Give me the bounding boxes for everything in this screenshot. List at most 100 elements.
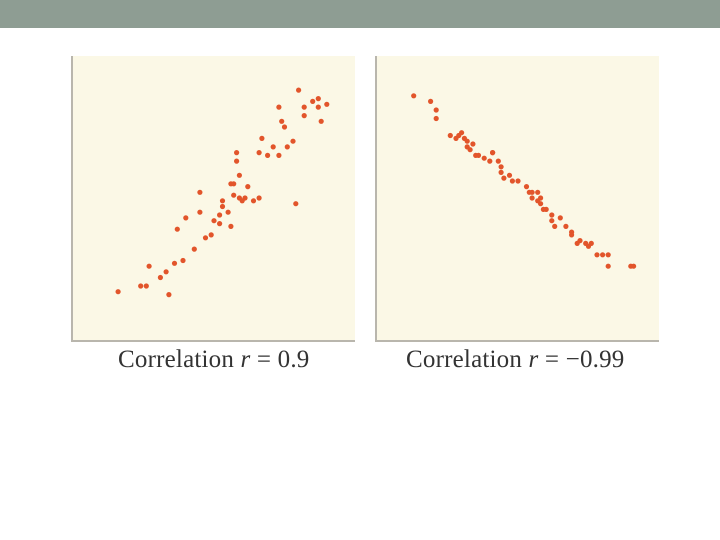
caption-r-symbol: r: [240, 346, 251, 373]
data-point-negative-1: [411, 93, 417, 99]
data-point-negative-15: [475, 152, 482, 158]
data-point-negative-39: [552, 223, 558, 229]
data-point-positive-35: [256, 195, 262, 201]
data-point-negative-22: [498, 169, 504, 175]
data-point-negative-27: [523, 184, 530, 190]
caption-r-value: = 0.9: [250, 346, 310, 373]
data-point-positive-5: [157, 274, 163, 281]
data-point-negative-49: [594, 252, 600, 258]
data-point-negative-8: [459, 130, 465, 136]
data-point-positive-16: [208, 232, 214, 238]
scatter-plot-negative-canvas: [411, 93, 637, 269]
data-point-positive-10: [180, 257, 186, 264]
data-point-negative-30: [529, 195, 535, 201]
scatter-plot-positive: [71, 56, 355, 342]
data-point-negative-21: [498, 164, 504, 170]
data-point-positive-12: [191, 246, 197, 252]
data-point-positive-25: [231, 181, 237, 187]
caption-r-symbol: r: [528, 346, 539, 373]
data-point-positive-27: [234, 158, 240, 164]
data-point-positive-17: [211, 218, 217, 224]
data-point-positive-42: [279, 118, 285, 124]
data-point-negative-38: [549, 212, 555, 218]
data-point-positive-26: [231, 192, 237, 198]
caption-prefix: Correlation: [118, 346, 241, 373]
data-point-negative-40: [557, 215, 563, 221]
data-point-positive-6: [163, 269, 169, 275]
data-point-positive-20: [219, 203, 226, 210]
data-point-positive-11: [183, 215, 189, 221]
data-point-positive-32: [242, 195, 248, 201]
data-point-negative-48: [588, 240, 594, 246]
data-point-negative-29: [529, 189, 535, 195]
data-point-positive-15: [202, 235, 209, 241]
data-point-negative-3: [433, 107, 439, 113]
data-point-negative-17: [487, 158, 493, 164]
data-point-negative-31: [535, 189, 541, 195]
data-point-positive-8: [171, 260, 178, 266]
data-point-negative-19: [490, 150, 496, 156]
data-point-positive-18: [217, 212, 223, 218]
data-point-negative-43: [569, 232, 575, 238]
scatter-plot-positive-canvas: [115, 87, 330, 298]
caption-positive-correlation: Correlation r = 0.9: [118, 346, 310, 374]
data-point-negative-12: [467, 147, 473, 153]
data-point-negative-24: [506, 172, 513, 178]
data-point-negative-36: [543, 206, 549, 212]
data-point-positive-34: [250, 198, 257, 204]
data-point-positive-14: [197, 189, 203, 195]
data-point-negative-41: [563, 223, 569, 229]
data-point-positive-50: [310, 98, 316, 104]
data-point-negative-45: [577, 238, 583, 244]
data-point-positive-49: [301, 113, 307, 119]
data-point-negative-54: [631, 263, 637, 269]
data-point-positive-38: [265, 152, 271, 158]
data-point-positive-45: [293, 201, 299, 207]
data-point-positive-41: [276, 104, 282, 110]
data-point-negative-52: [605, 263, 611, 269]
data-point-positive-40: [276, 152, 282, 158]
data-point-positive-1: [115, 289, 121, 295]
data-point-positive-28: [234, 150, 240, 156]
data-point-positive-29: [236, 172, 242, 178]
data-point-negative-4: [433, 115, 439, 122]
data-point-positive-7: [166, 292, 172, 298]
data-point-negative-51: [605, 252, 611, 258]
data-point-positive-47: [296, 87, 302, 93]
caption-negative-correlation: Correlation r = −0.99: [406, 346, 625, 374]
data-point-negative-25: [509, 178, 515, 184]
data-point-positive-39: [270, 144, 276, 150]
data-point-positive-51: [315, 96, 321, 102]
data-point-positive-22: [225, 209, 231, 215]
data-point-positive-43: [281, 124, 288, 130]
data-point-positive-23: [228, 223, 234, 229]
data-point-negative-37: [549, 218, 555, 224]
data-point-positive-33: [245, 184, 251, 190]
scatter-plot-negative: [375, 56, 659, 342]
data-point-negative-26: [515, 178, 521, 184]
data-point-positive-19: [217, 221, 223, 227]
data-point-negative-5: [447, 132, 453, 139]
data-point-negative-23: [501, 175, 507, 181]
data-point-positive-3: [143, 283, 149, 289]
caption-r-value: = −0.99: [538, 346, 625, 373]
data-point-positive-21: [219, 198, 226, 204]
data-point-positive-4: [146, 263, 152, 269]
data-point-negative-33: [538, 195, 544, 201]
data-point-positive-53: [324, 101, 330, 107]
title-bar: [0, 0, 720, 28]
data-point-positive-13: [197, 209, 203, 215]
data-point-negative-13: [470, 141, 476, 147]
data-point-positive-44: [284, 144, 290, 150]
data-point-positive-46: [290, 138, 296, 144]
data-point-positive-48: [301, 104, 307, 110]
caption-prefix: Correlation: [406, 346, 529, 373]
data-point-negative-10: [464, 138, 470, 144]
data-point-positive-9: [174, 226, 180, 232]
data-point-positive-52: [315, 104, 321, 110]
data-point-positive-36: [256, 150, 262, 156]
data-point-negative-34: [538, 201, 544, 207]
data-point-negative-16: [481, 155, 487, 161]
data-point-negative-50: [600, 252, 606, 258]
data-point-positive-54: [318, 118, 324, 124]
